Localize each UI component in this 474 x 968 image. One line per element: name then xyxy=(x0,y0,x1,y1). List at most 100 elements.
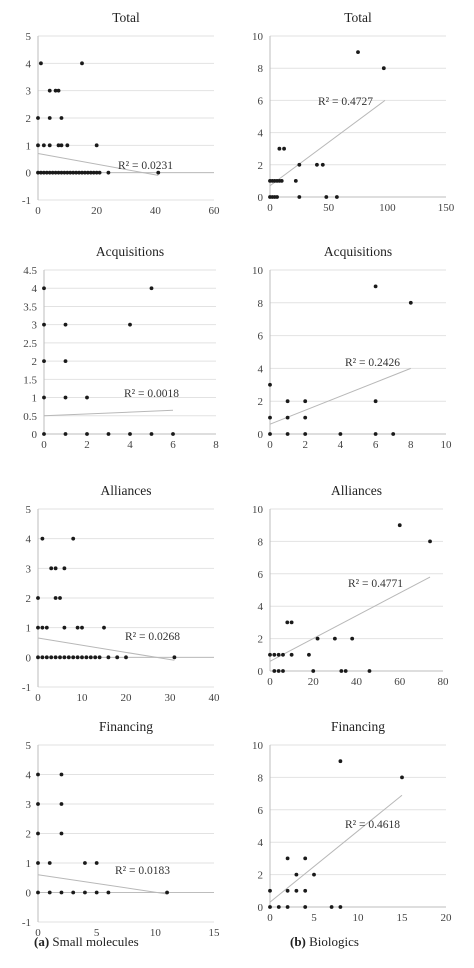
x-tick-label: 5 xyxy=(311,912,317,924)
r-squared-label: R² = 0.2426 xyxy=(345,357,400,369)
data-point xyxy=(47,143,52,148)
data-point xyxy=(297,195,302,199)
y-tick-label: 10 xyxy=(252,504,264,516)
data-point xyxy=(49,566,54,571)
data-point xyxy=(165,890,169,895)
data-point xyxy=(44,170,49,175)
chart-panel-a-financing: Financing -1 0 1 2 3 4 5 0 5 10 15 R² = 0.0183 xyxy=(22,719,220,939)
data-point xyxy=(277,146,282,151)
data-point xyxy=(80,170,84,175)
data-point xyxy=(63,359,68,364)
data-point xyxy=(338,432,343,436)
y-tick-label: 0 xyxy=(258,192,264,204)
chart-panel-a-alliances: Alliances -1 0 1 2 3 4 5 0 10 20 30 40 R² = 0.0268 xyxy=(22,483,220,704)
data-point xyxy=(53,566,58,571)
data-point xyxy=(106,432,111,436)
data-point xyxy=(41,170,46,175)
data-point xyxy=(36,890,40,895)
data-point xyxy=(39,170,43,175)
trendline xyxy=(37,153,159,176)
x-tick-label: 0 xyxy=(267,202,273,214)
r-squared-label: R² = 0.4618 xyxy=(345,819,400,831)
y-tick-label: 1 xyxy=(32,393,38,405)
data-point xyxy=(71,536,76,541)
y-tick-label: -1 xyxy=(22,195,31,207)
data-point xyxy=(149,432,154,436)
r-squared-label: R² = 0.0231 xyxy=(118,160,173,172)
chart-panel-b-financing: Financing 0 2 4 6 8 10 0 5 10 15 20 R² = 0.4618 xyxy=(252,719,452,924)
data-point xyxy=(53,170,58,175)
data-point xyxy=(303,888,308,893)
x-tick-label: 0 xyxy=(35,205,41,217)
data-point xyxy=(339,669,344,673)
data-point xyxy=(391,432,396,436)
data-point xyxy=(63,432,68,436)
data-point xyxy=(71,890,76,895)
data-point xyxy=(83,890,87,895)
data-point xyxy=(91,170,96,175)
data-point xyxy=(315,162,319,167)
chart-title: Total xyxy=(112,10,140,25)
data-point xyxy=(156,170,161,175)
data-point xyxy=(324,195,329,199)
data-point xyxy=(293,179,298,183)
y-tick-label: -1 xyxy=(22,917,31,929)
x-tick-label: 10 xyxy=(150,927,162,939)
x-tick-label: 5 xyxy=(94,927,100,939)
data-point xyxy=(400,775,404,780)
x-tick-label: 0 xyxy=(267,676,273,688)
r-squared-label: R² = 0.0018 xyxy=(124,388,179,400)
data-point xyxy=(42,359,46,364)
data-point xyxy=(312,872,316,877)
data-point xyxy=(56,143,61,148)
data-point xyxy=(93,655,98,660)
y-tick-label: 3 xyxy=(26,86,32,98)
y-tick-label: 4 xyxy=(258,601,264,613)
data-point xyxy=(63,322,68,327)
y-tick-label: 3 xyxy=(32,320,38,332)
data-point xyxy=(36,143,40,148)
data-point xyxy=(276,652,281,657)
data-point xyxy=(373,432,378,436)
data-point xyxy=(36,802,40,806)
data-point xyxy=(84,655,89,660)
data-point xyxy=(40,625,45,630)
data-point xyxy=(307,652,311,657)
x-tick-label: 10 xyxy=(353,912,365,924)
data-point xyxy=(47,88,52,93)
data-point xyxy=(71,170,76,175)
trendline xyxy=(269,794,403,903)
trendline xyxy=(269,99,386,187)
y-tick-label: 4.5 xyxy=(23,265,37,277)
data-point xyxy=(268,432,272,436)
chart-title: Alliances xyxy=(101,483,152,498)
x-tick-label: 100 xyxy=(379,202,396,214)
x-tick-label: 20 xyxy=(441,912,453,924)
y-tick-label: 2 xyxy=(258,396,264,408)
data-point xyxy=(285,620,290,625)
y-tick-label: 0.5 xyxy=(23,411,37,423)
data-point xyxy=(303,905,308,909)
y-tick-label: 1 xyxy=(26,623,32,635)
data-point xyxy=(281,669,285,673)
y-tick-label: 0 xyxy=(32,429,38,441)
data-point xyxy=(62,566,67,571)
x-tick-label: 0 xyxy=(267,439,273,451)
y-tick-label: 10 xyxy=(252,265,264,277)
data-point xyxy=(56,170,61,175)
data-point xyxy=(80,655,84,660)
data-point xyxy=(408,300,413,305)
data-point xyxy=(367,669,372,673)
x-tick-label: 2 xyxy=(302,439,308,451)
y-tick-label: 0 xyxy=(258,429,264,441)
chart-panel-a-total: Total -1 0 1 2 3 4 5 0 20 40 60 R² = 0.0231 xyxy=(22,10,220,217)
y-tick-label: 0 xyxy=(26,168,32,180)
data-point xyxy=(53,88,58,93)
y-tick-label: 5 xyxy=(26,740,32,752)
data-point xyxy=(47,116,52,120)
x-tick-label: 0 xyxy=(267,912,273,924)
y-tick-label: 0 xyxy=(26,888,32,900)
data-point xyxy=(53,596,58,600)
x-tick-label: 6 xyxy=(373,439,379,451)
